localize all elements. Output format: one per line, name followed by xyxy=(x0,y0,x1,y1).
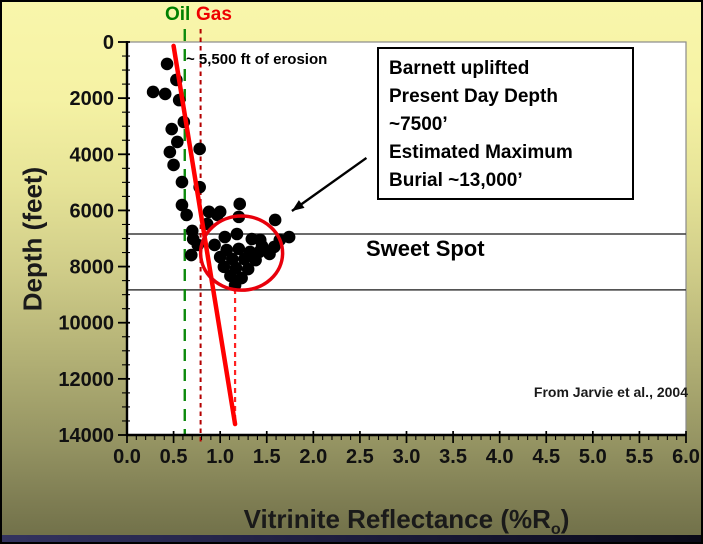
y-tick-label: 2000 xyxy=(70,88,115,110)
slide-footer-bar xyxy=(2,535,701,542)
data-point xyxy=(163,145,177,159)
data-point xyxy=(171,135,184,149)
oil-window-label: Oil xyxy=(165,4,191,25)
erosion-annotation: ~ 5,500 ft of erosion xyxy=(186,51,328,68)
data-point xyxy=(217,260,231,274)
data-point xyxy=(267,240,281,254)
annotation-line-2: Present Day Depth xyxy=(389,86,558,107)
y-tick-label: 14000 xyxy=(58,425,114,447)
data-point xyxy=(202,205,216,219)
data-point xyxy=(146,85,160,99)
data-point xyxy=(233,197,247,211)
x-tick-label: 5.5 xyxy=(626,446,654,468)
annotation-arrow-line xyxy=(291,156,368,212)
x-tick-label: 6.0 xyxy=(672,446,700,468)
annotation-line-1: Barnett uplifted xyxy=(389,58,530,79)
gas-window-label: Gas xyxy=(196,4,232,25)
y-axis-title: Depth (feet) xyxy=(17,166,48,312)
data-point xyxy=(208,238,221,252)
annotation-arrow-head xyxy=(291,200,305,211)
y-tick-label: 6000 xyxy=(70,200,115,222)
data-point xyxy=(160,57,174,71)
y-tick-label: 10000 xyxy=(58,313,114,335)
x-tick-label: 1.5 xyxy=(253,446,281,468)
x-tick-label: 1.0 xyxy=(206,446,234,468)
data-point xyxy=(213,205,227,219)
burial-annotation-box: Barnett uplifted Present Day Depth ~7500… xyxy=(377,47,634,200)
annotation-line-3: ~7500’ xyxy=(389,114,448,135)
data-point xyxy=(268,213,282,227)
data-point xyxy=(158,87,172,101)
data-point xyxy=(180,208,193,222)
y-tick-label: 4000 xyxy=(70,144,115,166)
x-axis-title-subscript: o xyxy=(550,520,561,539)
data-point xyxy=(241,262,255,276)
source-credit: From Jarvie et al., 2004 xyxy=(533,384,688,400)
x-tick-label: 0.5 xyxy=(160,446,188,468)
data-point xyxy=(193,142,206,156)
data-point xyxy=(213,250,227,264)
x-tick-label: 3.0 xyxy=(393,446,421,468)
annotation-line-4: Estimated Maximum xyxy=(389,142,573,163)
data-point xyxy=(165,122,179,136)
data-point xyxy=(245,232,259,246)
y-tick-label: 12000 xyxy=(58,369,114,391)
x-tick-label: 4.5 xyxy=(532,446,560,468)
data-point xyxy=(230,227,244,241)
sweet-spot-label: Sweet Spot xyxy=(366,236,485,261)
data-point xyxy=(184,248,198,262)
x-tick-label: 2.5 xyxy=(346,446,374,468)
data-point xyxy=(218,230,232,244)
x-tick-label: 2.0 xyxy=(299,446,327,468)
data-point xyxy=(175,175,189,189)
y-tick-label: 8000 xyxy=(70,257,115,279)
data-point xyxy=(167,158,180,172)
x-tick-label: 4.0 xyxy=(486,446,514,468)
data-point xyxy=(238,252,251,266)
sweet-spot-ellipse xyxy=(198,214,285,292)
annotation-line-5: Burial ~13,000’ xyxy=(389,170,523,191)
data-point xyxy=(249,253,262,267)
x-axis-title: Vitrinite Reflectance (%Ro) xyxy=(127,504,686,539)
data-point xyxy=(232,242,246,256)
x-tick-label: 0.0 xyxy=(113,446,141,468)
x-tick-label: 5.0 xyxy=(579,446,607,468)
x-tick-label: 3.5 xyxy=(439,446,467,468)
x-axis-title-text: Vitrinite Reflectance (%R xyxy=(243,504,551,534)
y-tick-label: 0 xyxy=(103,32,114,54)
data-point xyxy=(175,198,189,212)
x-axis-title-close: ) xyxy=(560,504,570,534)
data-point xyxy=(255,239,269,253)
